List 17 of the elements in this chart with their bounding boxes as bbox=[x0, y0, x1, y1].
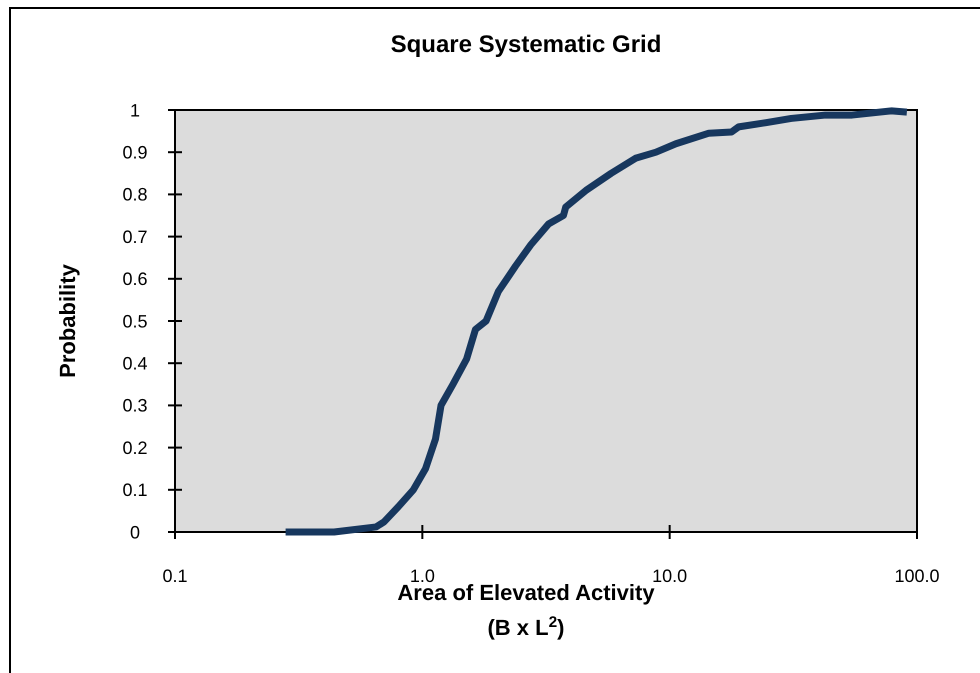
y-tick-label: 0.5 bbox=[122, 311, 148, 332]
y-tick-label: 0.4 bbox=[122, 354, 148, 374]
y-tick-label: 0.1 bbox=[122, 480, 148, 500]
y-tick-label: 0.8 bbox=[122, 184, 148, 205]
y-tick-label: 0.7 bbox=[122, 226, 148, 247]
y-tick-label: 0.9 bbox=[122, 142, 148, 162]
x-tick-label: 10.0 bbox=[652, 566, 688, 586]
x-tick-label: 0.1 bbox=[162, 566, 188, 586]
x-tick-label: 100.0 bbox=[894, 566, 940, 586]
y-axis-title: Probability bbox=[55, 263, 80, 378]
x-tick-label: 1.0 bbox=[410, 566, 435, 586]
y-tick-label: 1 bbox=[130, 100, 140, 120]
y-tick-label: 0 bbox=[130, 522, 140, 542]
y-tick-label: 0.6 bbox=[122, 269, 148, 290]
y-tick-label: 0.3 bbox=[122, 396, 148, 416]
chart-title: Square Systematic Grid bbox=[390, 31, 662, 58]
y-tick-label: 0.2 bbox=[122, 438, 148, 458]
